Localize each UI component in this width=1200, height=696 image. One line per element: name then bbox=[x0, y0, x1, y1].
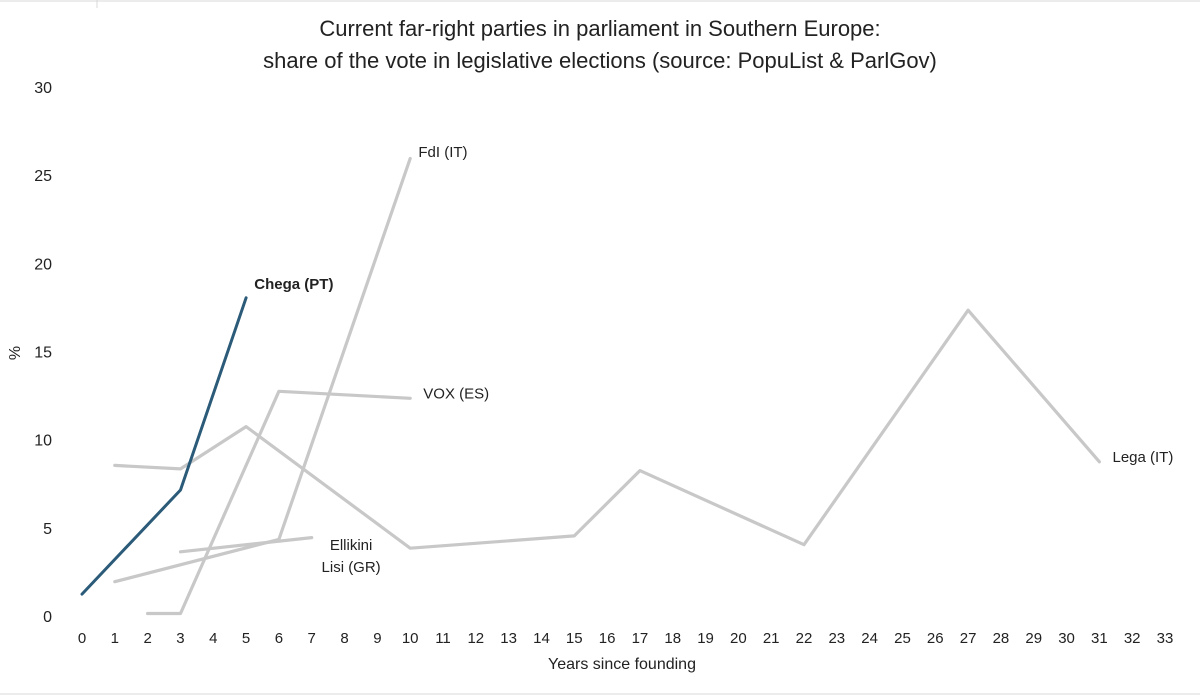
series-line-ellikini-lisi-gr bbox=[178, 535, 314, 554]
y-tick-label: 0 bbox=[43, 609, 52, 626]
x-tick-label: 1 bbox=[111, 630, 119, 647]
y-axis-ticks: 0 5 10 15 20 25 30 bbox=[34, 80, 52, 626]
x-tick-label: 16 bbox=[599, 630, 616, 647]
series-labels: Chega (PT) FdI (IT) VOX (ES) Lega (IT) Ellik… bbox=[254, 144, 1173, 576]
x-axis-ticks: 0 1 2 3 4 5 6 7 8 9 10 11 12 13 14 15 16 17 18 19 20 21 22 23 24… bbox=[78, 630, 1174, 647]
x-tick-label: 17 bbox=[632, 630, 649, 647]
x-tick-label: 5 bbox=[242, 630, 250, 647]
chart-title-line-1: Current far-right parties in parliament … bbox=[319, 16, 881, 41]
series-line-fdi-it bbox=[113, 156, 412, 584]
x-tick-label: 22 bbox=[796, 630, 813, 647]
x-tick-label: 24 bbox=[861, 630, 878, 647]
x-tick-label: 26 bbox=[927, 630, 944, 647]
x-tick-label: 23 bbox=[828, 630, 845, 647]
y-axis-label: % bbox=[7, 346, 24, 360]
x-tick-label: 0 bbox=[78, 630, 86, 647]
x-tick-label: 27 bbox=[960, 630, 977, 647]
x-tick-label: 7 bbox=[308, 630, 316, 647]
x-tick-label: 25 bbox=[894, 630, 911, 647]
series-label-ellikini-lisi-gr: Lisi (GR) bbox=[322, 559, 381, 576]
series-line-vox-es bbox=[146, 389, 412, 616]
series-label-ellikini-lisi-gr: Ellikini bbox=[330, 537, 373, 554]
x-tick-label: 8 bbox=[340, 630, 348, 647]
x-tick-label: 15 bbox=[566, 630, 583, 647]
x-tick-label: 10 bbox=[402, 630, 419, 647]
x-tick-label: 28 bbox=[993, 630, 1010, 647]
x-tick-label: 6 bbox=[275, 630, 283, 647]
x-tick-label: 31 bbox=[1091, 630, 1108, 647]
series-lines bbox=[80, 156, 1102, 616]
x-tick-label: 2 bbox=[143, 630, 151, 647]
x-tick-label: 4 bbox=[209, 630, 217, 647]
x-tick-label: 21 bbox=[763, 630, 780, 647]
x-tick-label: 29 bbox=[1025, 630, 1042, 647]
series-line-chega-pt bbox=[80, 296, 248, 596]
x-tick-label: 32 bbox=[1124, 630, 1141, 647]
series-label-lega-it: Lega (IT) bbox=[1112, 449, 1173, 466]
x-tick-label: 13 bbox=[500, 630, 517, 647]
series-label-vox-es: VOX (ES) bbox=[423, 385, 489, 402]
x-tick-label: 3 bbox=[176, 630, 184, 647]
y-tick-label: 30 bbox=[34, 80, 52, 97]
y-tick-label: 15 bbox=[34, 345, 52, 362]
x-tick-label: 33 bbox=[1157, 630, 1174, 647]
x-tick-label: 9 bbox=[373, 630, 381, 647]
x-tick-label: 14 bbox=[533, 630, 550, 647]
x-axis-label: Years since founding bbox=[548, 656, 696, 673]
x-tick-label: 19 bbox=[697, 630, 714, 647]
y-tick-label: 5 bbox=[43, 521, 52, 538]
y-tick-label: 25 bbox=[34, 168, 52, 185]
x-tick-label: 30 bbox=[1058, 630, 1075, 647]
chart-title-line-2: share of the vote in legislative electio… bbox=[263, 48, 937, 73]
series-label-fdi-it: FdI (IT) bbox=[418, 144, 467, 161]
series-label-chega-pt: Chega (PT) bbox=[254, 276, 333, 293]
x-tick-label: 12 bbox=[467, 630, 484, 647]
x-tick-label: 20 bbox=[730, 630, 747, 647]
series-line-lega-it bbox=[113, 308, 1102, 550]
x-tick-label: 11 bbox=[435, 630, 451, 647]
y-tick-label: 20 bbox=[34, 256, 52, 273]
x-tick-label: 18 bbox=[664, 630, 681, 647]
y-tick-label: 10 bbox=[34, 433, 52, 450]
